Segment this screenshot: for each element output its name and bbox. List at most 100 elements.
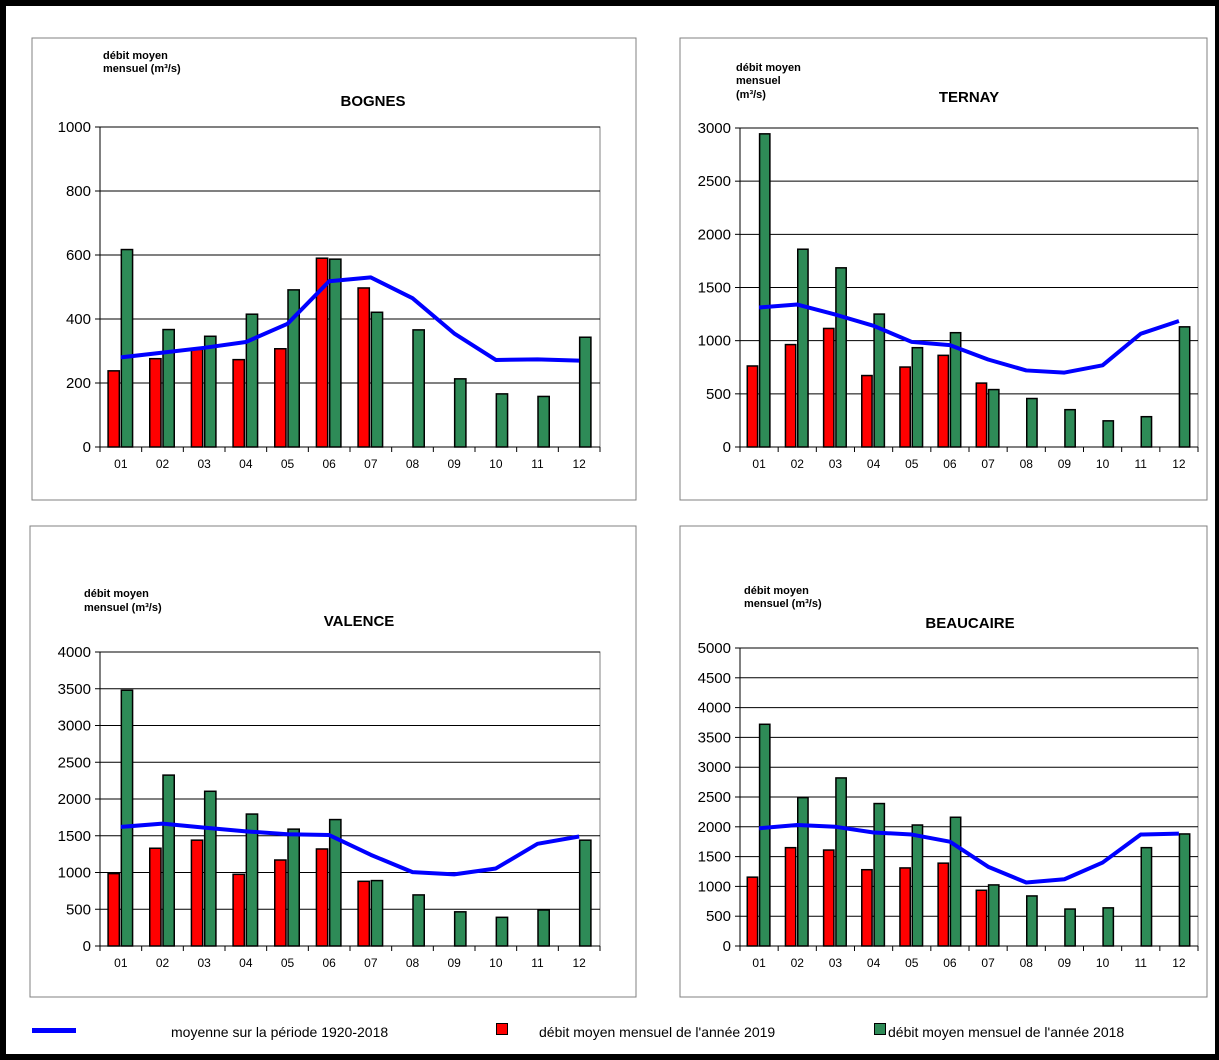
y-tick-label: 500 [706, 386, 731, 403]
x-tick-label: 04 [867, 956, 881, 970]
y-tick-label: 3000 [58, 718, 91, 735]
legend-average-line-swatch [32, 1028, 76, 1033]
average-line [120, 821, 580, 877]
x-tick-label: 12 [1172, 457, 1186, 471]
y-tick-label: 600 [66, 247, 91, 264]
y-tick-label: 500 [66, 901, 91, 918]
x-tick-label: 09 [1058, 457, 1072, 471]
x-tick-label: 08 [406, 457, 420, 471]
x-tick-label: 05 [281, 956, 295, 970]
bar-2018-07 [370, 879, 384, 947]
x-tick-label: 12 [572, 956, 586, 970]
bar-2018-06 [949, 331, 962, 448]
x-tick-label: 02 [791, 956, 805, 970]
bar-2019-04 [232, 873, 246, 947]
y-tick-label: 2500 [58, 754, 91, 771]
x-tick-label: 01 [114, 956, 128, 970]
x-tick-label: 03 [197, 457, 211, 471]
x-tick-label: 07 [981, 956, 995, 970]
bar-2018-07 [370, 311, 384, 448]
bar-2019-06 [315, 848, 329, 947]
legend-2018-label: débit moyen mensuel de l'année 2018 [888, 1024, 1125, 1040]
y-tick-label: 1000 [698, 333, 731, 350]
bar-2018-03 [835, 267, 847, 448]
bar-2018-05 [911, 346, 924, 448]
x-tick-label: 10 [489, 956, 503, 970]
y-tick-label: 800 [66, 183, 91, 200]
bar-2018-09 [1064, 908, 1076, 947]
bar-2019-01 [107, 370, 121, 448]
x-tick-label: 07 [364, 956, 378, 970]
y-tick-label: 1500 [698, 280, 731, 297]
y-axis-label-line: débit moyen [736, 62, 801, 74]
x-tick-label: 07 [364, 457, 378, 471]
x-tick-label: 11 [531, 956, 544, 970]
bar-2019-01 [746, 365, 759, 448]
y-tick-label: 1000 [58, 865, 91, 882]
bar-2018-03 [203, 335, 217, 448]
bar-2018-10 [1102, 420, 1115, 448]
x-tick-label: 04 [239, 457, 253, 471]
y-tick-label: 4000 [698, 700, 731, 717]
bar-2018-10 [495, 393, 509, 448]
bar-2019-07 [975, 382, 988, 448]
bar-2018-06 [949, 816, 962, 947]
x-tick-label: 06 [322, 956, 336, 970]
bar-2018-05 [911, 824, 924, 947]
x-tick-label: 02 [156, 457, 170, 471]
x-tick-label: 05 [281, 457, 295, 471]
x-tick-label: 08 [1020, 956, 1034, 970]
chart-title: TERNAY [939, 89, 999, 106]
average-line [758, 823, 1179, 885]
y-tick-label: 5000 [698, 640, 731, 657]
y-tick-label: 3000 [698, 120, 731, 137]
bar-2018-02 [797, 248, 809, 448]
bar-2019-02 [784, 343, 797, 448]
bar-2018-08 [1026, 397, 1038, 448]
x-tick-label: 09 [447, 956, 461, 970]
y-tick-label: 2500 [698, 173, 731, 190]
bar-2018-01 [758, 723, 771, 947]
y-tick-label: 1500 [698, 849, 731, 866]
y-tick-label: 1500 [58, 828, 91, 845]
y-tick-label: 2000 [698, 226, 731, 243]
y-tick-label: 3000 [698, 759, 731, 776]
bar-2018-04 [873, 313, 886, 448]
bar-2018-08 [412, 894, 425, 947]
bar-2018-02 [162, 774, 175, 947]
x-tick-label: 01 [752, 956, 766, 970]
bar-2018-04 [245, 313, 259, 448]
bar-2018-07 [987, 884, 1000, 947]
bar-2018-08 [412, 329, 425, 448]
y-tick-label: 2000 [58, 791, 91, 808]
x-tick-label: 06 [943, 457, 957, 471]
bar-2019-03 [190, 839, 204, 947]
x-tick-label: 08 [406, 956, 420, 970]
average-line [120, 275, 580, 363]
bar-2018-05 [287, 289, 300, 448]
bar-2018-03 [203, 790, 217, 947]
chart-title: BEAUCAIRE [925, 615, 1014, 632]
y-tick-label: 0 [83, 439, 91, 456]
bar-2018-01 [120, 689, 134, 947]
x-tick-label: 07 [981, 457, 995, 471]
bar-2019-02 [784, 846, 797, 947]
bar-2019-04 [861, 868, 873, 947]
x-tick-label: 05 [905, 457, 919, 471]
x-tick-label: 12 [572, 457, 586, 471]
y-tick-label: 3500 [698, 729, 731, 746]
bar-2018-08 [1026, 895, 1038, 947]
bar-2018-04 [245, 813, 259, 947]
bar-2019-04 [232, 358, 246, 448]
bar-2018-05 [287, 828, 300, 947]
x-tick-label: 09 [447, 457, 461, 471]
bar-2018-06 [328, 818, 342, 947]
bar-2018-11 [537, 909, 550, 947]
bar-2018-10 [1102, 907, 1115, 947]
y-tick-label: 3500 [58, 681, 91, 698]
bar-2018-02 [162, 328, 175, 448]
bar-2019-01 [107, 872, 121, 947]
x-tick-label: 04 [239, 956, 253, 970]
x-tick-label: 09 [1058, 956, 1072, 970]
bar-2018-12 [578, 839, 592, 947]
